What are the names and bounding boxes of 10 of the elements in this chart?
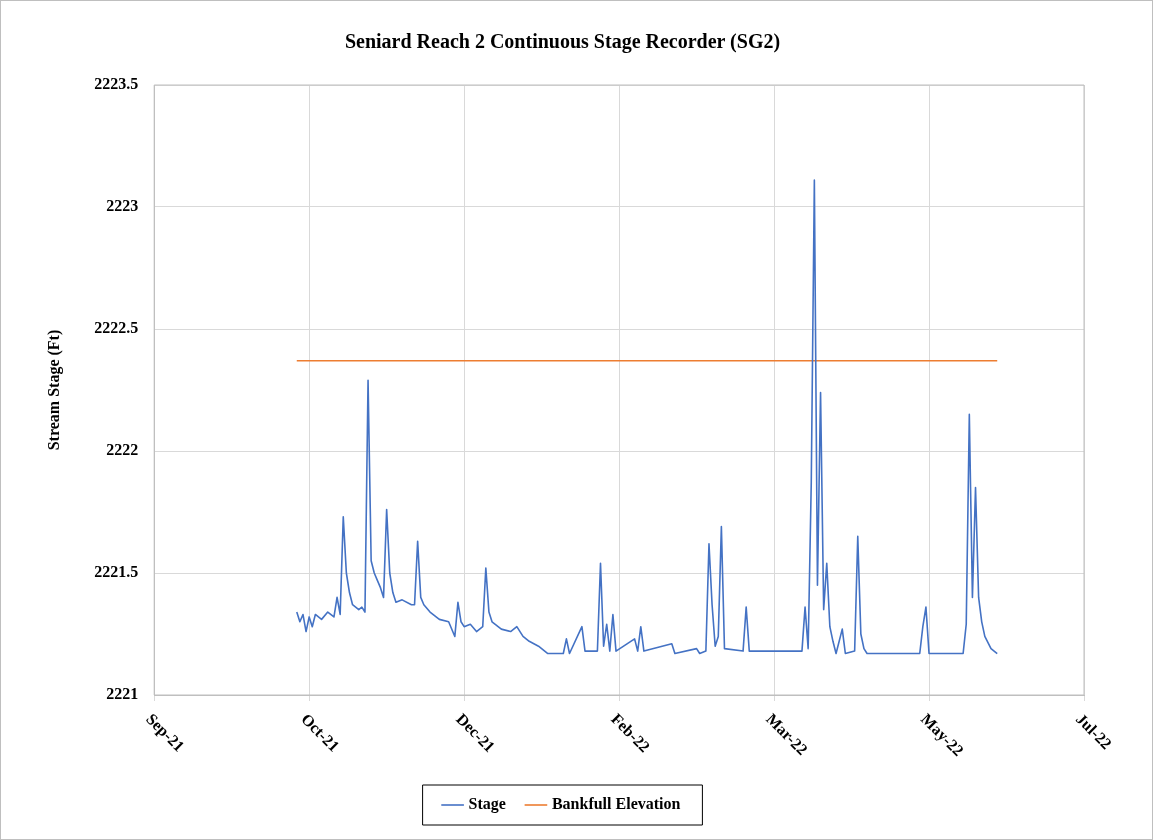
y-tick-label: 2222.5 xyxy=(94,319,139,337)
legend-label: Bankfull Elevation xyxy=(551,795,681,813)
y-axis-title: Stream Stage (Ft) xyxy=(44,329,63,451)
y-tick-label: 2221 xyxy=(106,685,139,703)
y-tick-label: 2223 xyxy=(106,197,139,215)
legend-label: Stage xyxy=(468,795,506,814)
y-tick-label: 2222 xyxy=(106,441,139,459)
y-tick-label: 2223.5 xyxy=(94,75,139,93)
chart-title: Seniard Reach 2 Continuous Stage Recorder (SG2) xyxy=(344,30,781,54)
y-tick-label: 2221.5 xyxy=(94,563,139,581)
